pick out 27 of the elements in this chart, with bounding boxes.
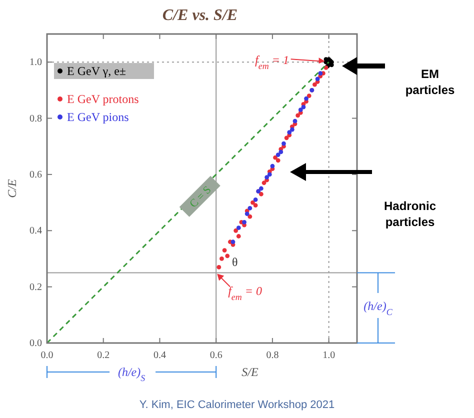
text: (h/e)$_{S}$ <box>118 365 146 383</box>
legend-label: E GeV pions <box>67 110 130 124</box>
y-tick-label: 0.0 <box>30 338 42 349</box>
text: (h/e)$_{C}$ <box>364 299 394 317</box>
x-tick-label: 0.4 <box>153 350 166 361</box>
y-tick-label: 0.8 <box>30 113 42 124</box>
x-tick-label: 0.0 <box>40 350 54 361</box>
x-tick-label: 0.2 <box>97 350 110 361</box>
text: Hadronic particles <box>384 199 436 229</box>
annotation: f$_{em}$ = 0 <box>228 284 262 302</box>
y-axis-title: C/E <box>5 178 19 198</box>
annotation: f$_{em}$ = 1 <box>255 53 289 71</box>
x-tick-label: 0.8 <box>266 350 279 361</box>
legend-label: E GeV γ, e± <box>67 64 126 78</box>
y-tick-label: 0.2 <box>30 282 42 293</box>
annotation: θ <box>232 255 238 269</box>
text: EM particles <box>405 67 456 97</box>
text: Y. Kim, EIC Calorimeter Workshop 2021 <box>139 399 335 411</box>
legend-label: E GeV protons <box>67 92 140 106</box>
x-axis-title: S/E <box>242 365 259 379</box>
y-tick-label: 1.0 <box>30 57 42 68</box>
text: C = S <box>187 184 214 210</box>
x-tick-label: 1.0 <box>322 350 336 361</box>
chart-title: C/E vs. S/E <box>162 7 238 24</box>
x-tick-label: 0.6 <box>210 350 222 361</box>
y-tick-label: 0.6 <box>30 169 42 180</box>
y-tick-label: 0.4 <box>30 226 42 237</box>
